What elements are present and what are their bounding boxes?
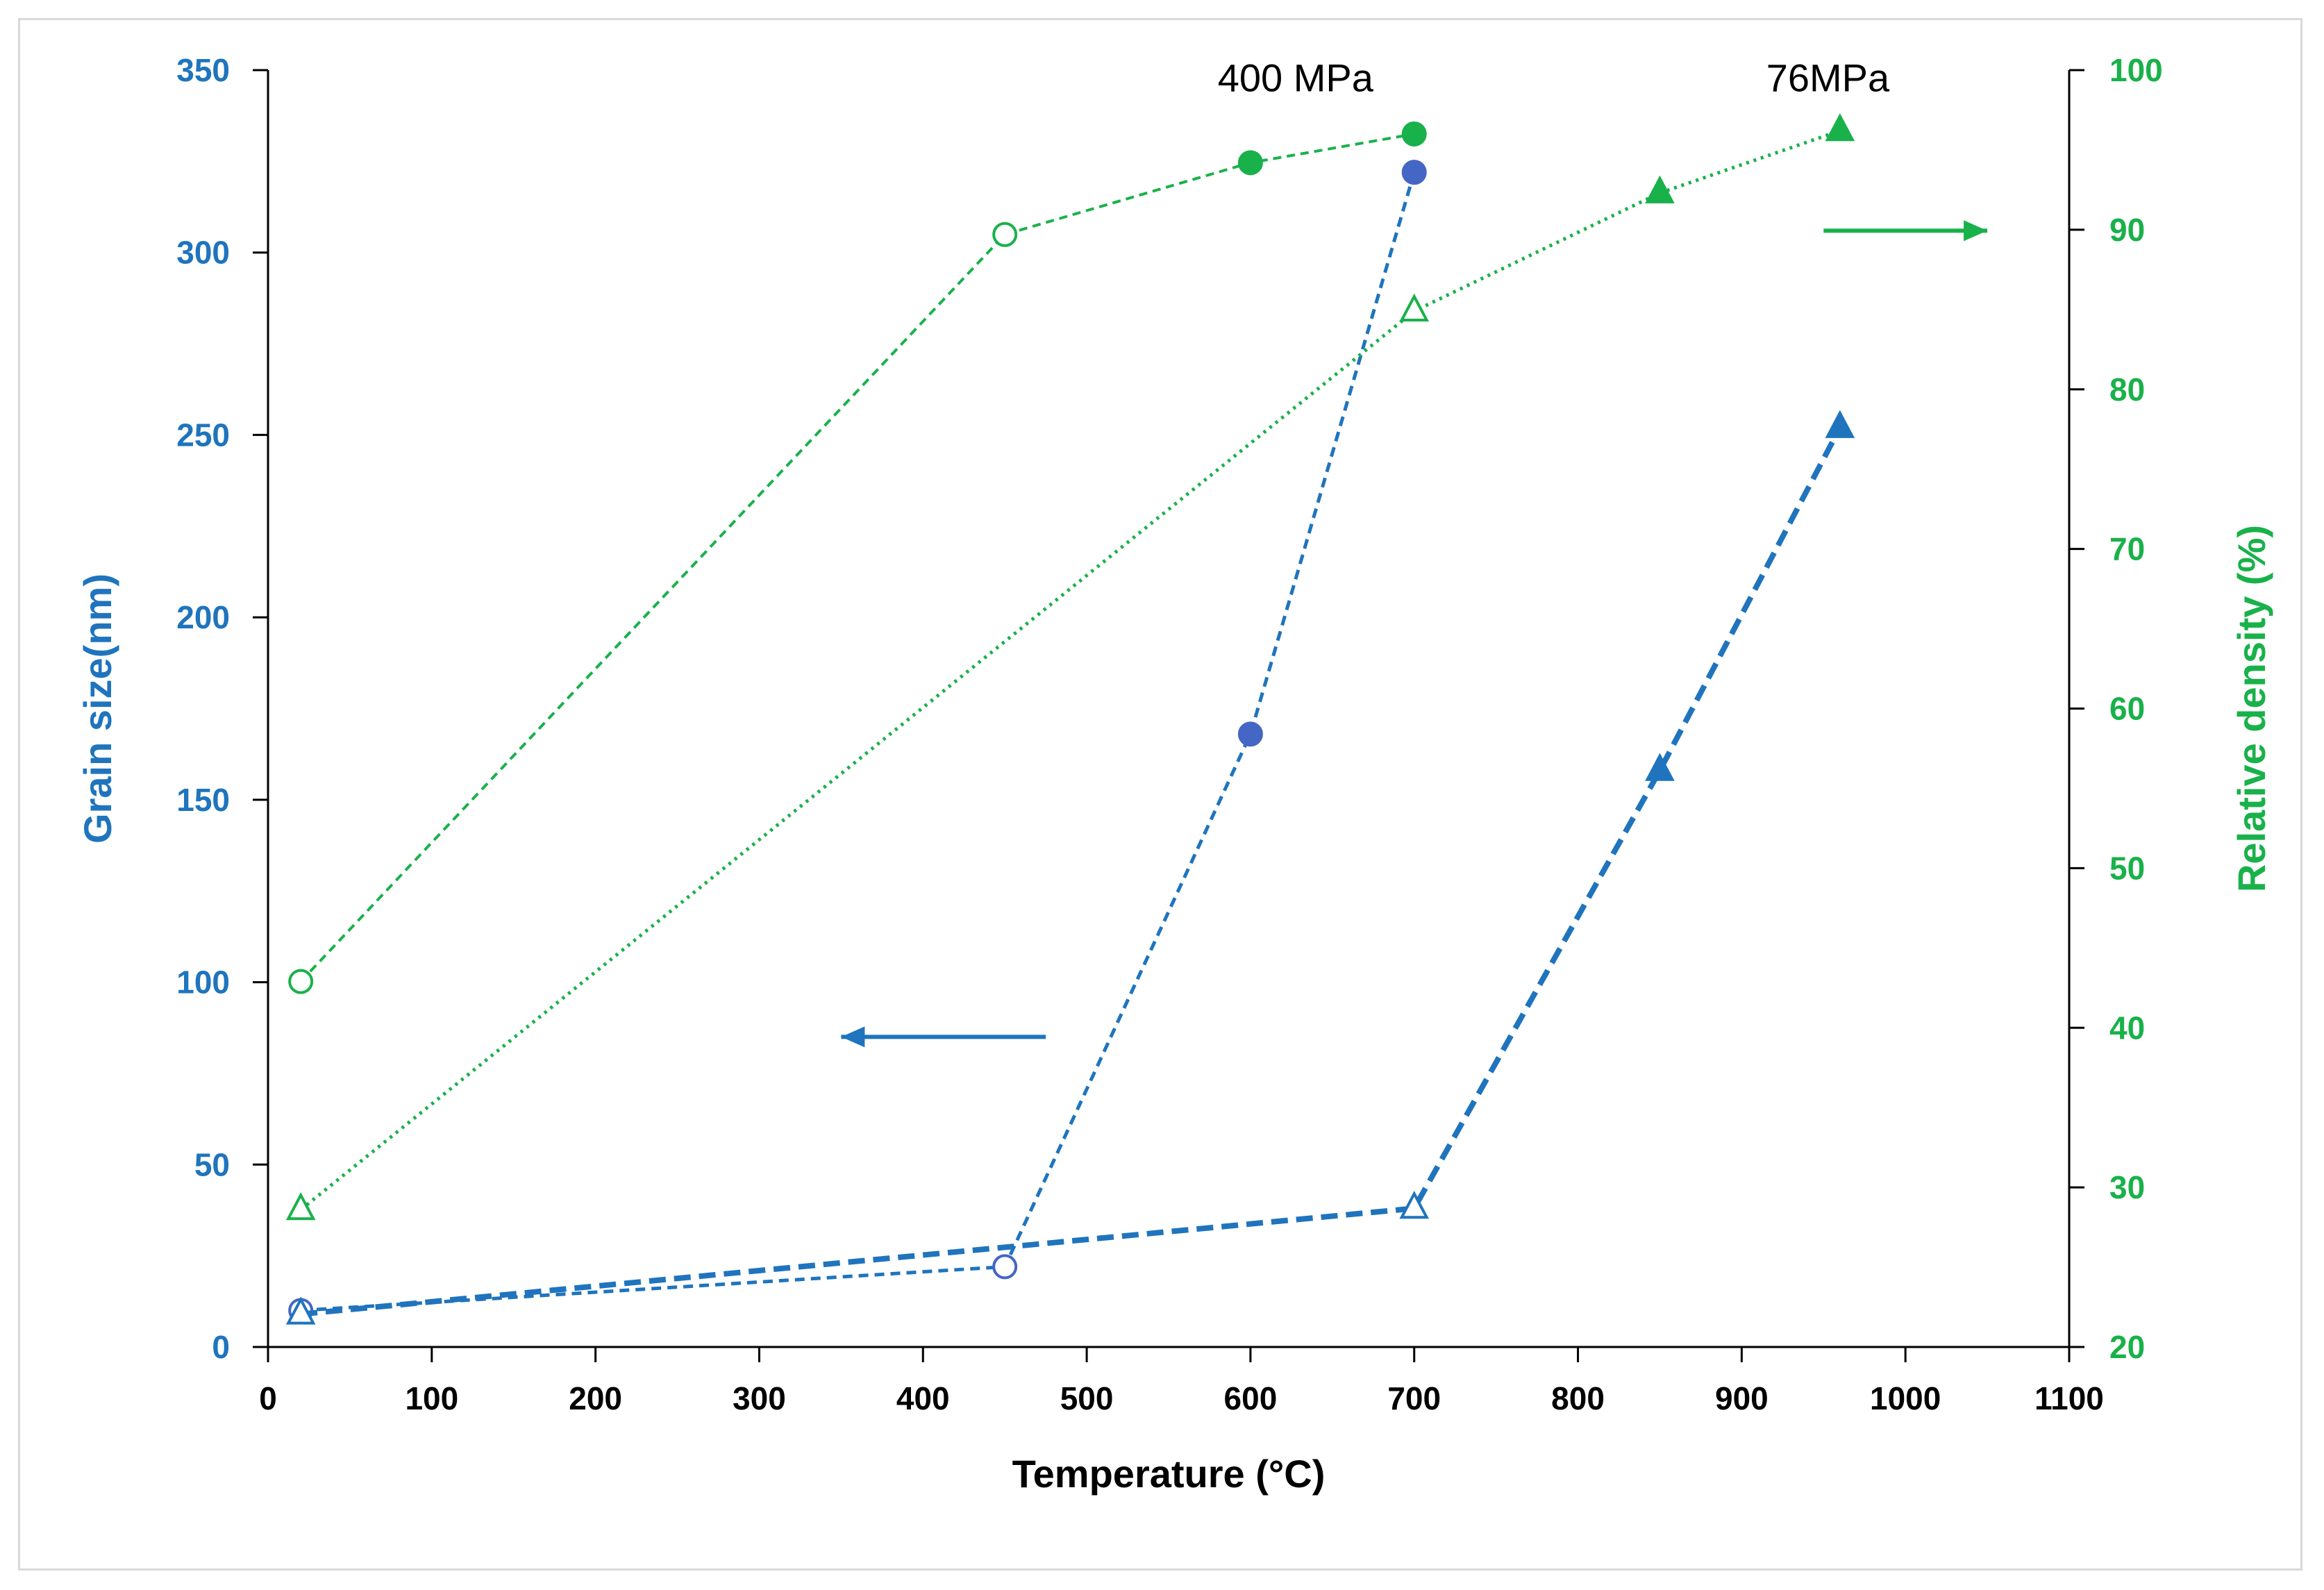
data-point-circle xyxy=(992,221,1018,247)
left-tick-label: 150 xyxy=(176,782,230,818)
data-point-circle xyxy=(288,969,314,994)
right-tick-label: 60 xyxy=(2109,691,2145,727)
x-tick-label: 100 xyxy=(405,1380,458,1416)
right-tick-label: 100 xyxy=(2109,52,2163,88)
data-point-circle xyxy=(1401,160,1427,185)
data-point-triangle xyxy=(1825,112,1855,142)
x-tick-label: 300 xyxy=(733,1380,786,1416)
x-tick-label: 1100 xyxy=(2034,1380,2104,1416)
left-tick-label: 200 xyxy=(176,599,230,635)
series-line-2 xyxy=(299,132,1415,982)
data-point-triangle xyxy=(285,1296,316,1325)
left-tick-label: 50 xyxy=(194,1146,230,1182)
left-tick-label: 100 xyxy=(176,964,230,1001)
x-tick-label: 1000 xyxy=(1870,1380,1941,1416)
x-tick-label: 600 xyxy=(1224,1380,1278,1416)
x-tick-label: 700 xyxy=(1387,1380,1441,1416)
left-tick-label: 300 xyxy=(176,235,230,271)
data-point-circle xyxy=(1237,721,1263,747)
x-tick-label: 500 xyxy=(1060,1380,1114,1416)
grain-size-axis-arrow-head xyxy=(841,1026,865,1048)
figure-frame xyxy=(18,18,2302,1571)
data-point-circle xyxy=(1237,150,1263,176)
data-point-triangle xyxy=(1825,410,1855,438)
right-tick-label: 30 xyxy=(2109,1169,2145,1205)
left-axis-title: Grain size(nm) xyxy=(76,574,119,844)
right-tick-label: 80 xyxy=(2109,371,2145,408)
x-axis-title: Temperature (°C) xyxy=(1012,1452,1326,1496)
x-tick-label: 200 xyxy=(569,1380,622,1416)
right-tick-label: 90 xyxy=(2109,212,2145,248)
right-axis-title: Relative density (%) xyxy=(2230,525,2273,892)
series-annotation: 400 MPa xyxy=(1218,56,1374,100)
relative-density-axis-arrow-head xyxy=(1964,220,1988,242)
data-point-triangle xyxy=(1645,753,1675,781)
x-tick-label: 0 xyxy=(259,1380,277,1416)
x-tick-label: 900 xyxy=(1715,1380,1769,1416)
right-tick-label: 20 xyxy=(2109,1329,2145,1365)
series-line-3 xyxy=(299,128,1841,1212)
left-tick-label: 0 xyxy=(212,1329,230,1365)
left-tick-label: 250 xyxy=(176,417,230,453)
series-line-1 xyxy=(300,426,1843,1317)
right-tick-label: 70 xyxy=(2109,531,2145,567)
x-tick-label: 800 xyxy=(1551,1380,1605,1416)
series-annotation: 76MPa xyxy=(1766,56,1890,100)
data-point-triangle xyxy=(1399,1190,1430,1219)
data-point-triangle xyxy=(285,1191,316,1221)
series-line-0 xyxy=(301,171,1416,1312)
data-point-triangle xyxy=(1399,293,1430,322)
data-point-circle xyxy=(1401,121,1427,147)
left-tick-label: 350 xyxy=(176,52,230,88)
right-tick-label: 40 xyxy=(2109,1010,2145,1046)
x-tick-label: 400 xyxy=(896,1380,950,1416)
data-point-triangle xyxy=(1645,175,1675,203)
right-tick-label: 50 xyxy=(2109,850,2145,886)
data-point-circle xyxy=(992,1254,1018,1280)
